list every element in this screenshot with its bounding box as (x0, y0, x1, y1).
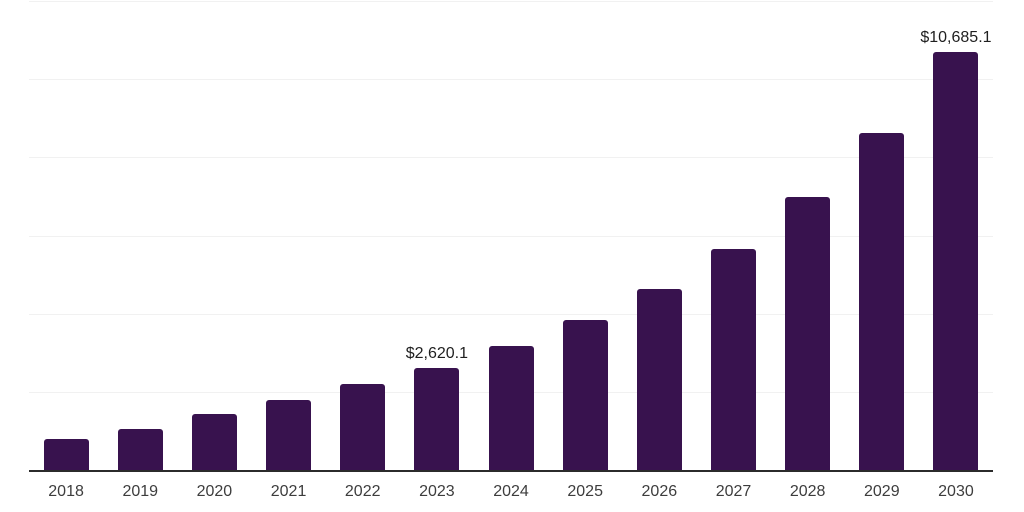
x-axis-labels: 2018 2019 2020 2021 2022 2023 2024 2025 2026 2027… (29, 471, 993, 500)
bar-value-label: $10,685.1 (920, 29, 992, 47)
x-axis-label: 2021 (270, 483, 307, 500)
x-axis-label: 2029 (864, 483, 900, 500)
bar-2018[interactable] (43, 439, 89, 470)
x-axis-label: 2023 (419, 483, 455, 500)
bar-2024[interactable] (488, 346, 534, 470)
bars: $2,620.1 $10,685.1 (29, 1, 993, 470)
bar-slot (845, 1, 919, 470)
bar-2025[interactable] (562, 320, 608, 470)
x-axis-label: 2030 (938, 483, 974, 500)
bar-2021[interactable] (266, 400, 312, 470)
bar-chart: $2,620.1 $10,685.1 (29, 1, 993, 472)
x-axis-label: 2018 (48, 483, 84, 500)
gridline (29, 313, 993, 315)
x-axis-label: 2025 (567, 483, 603, 500)
bar-slot (771, 1, 845, 470)
gridline (29, 235, 993, 237)
bar-slot (29, 1, 103, 470)
bar-2029[interactable] (859, 133, 905, 470)
x-axis-line (29, 470, 993, 472)
x-axis-label: 2020 (196, 483, 233, 500)
bar-2027[interactable] (710, 248, 756, 470)
bar-slot (251, 1, 325, 470)
bar-slot: $2,620.1 (400, 1, 474, 470)
bar-slot (696, 1, 770, 470)
bar-2028[interactable] (785, 197, 831, 470)
bar-slot (326, 1, 400, 470)
bar-slot (474, 1, 548, 470)
bar-slot (103, 1, 177, 470)
bar-2022[interactable] (340, 384, 386, 470)
bar-slot (548, 1, 622, 470)
bar-2023[interactable] (414, 367, 460, 470)
bar-slot (622, 1, 696, 470)
gridline (29, 79, 993, 81)
gridline (29, 157, 993, 159)
bar-value-label: $2,620.1 (405, 344, 468, 362)
bar-slot: $10,685.1 (919, 1, 993, 470)
gridline (29, 1, 993, 2)
bar-2019[interactable] (117, 428, 163, 470)
bar-slot (177, 1, 251, 470)
bar-2026[interactable] (636, 289, 682, 470)
x-axis-label: 2027 (715, 483, 752, 500)
x-axis-label: 2022 (344, 483, 381, 500)
x-axis-label: 2026 (641, 483, 678, 500)
x-axis-label: 2024 (493, 483, 529, 500)
x-axis-label: 2028 (789, 483, 826, 500)
bar-2020[interactable] (191, 414, 237, 470)
bar-2030[interactable] (933, 52, 979, 470)
x-axis-label: 2019 (122, 483, 159, 500)
